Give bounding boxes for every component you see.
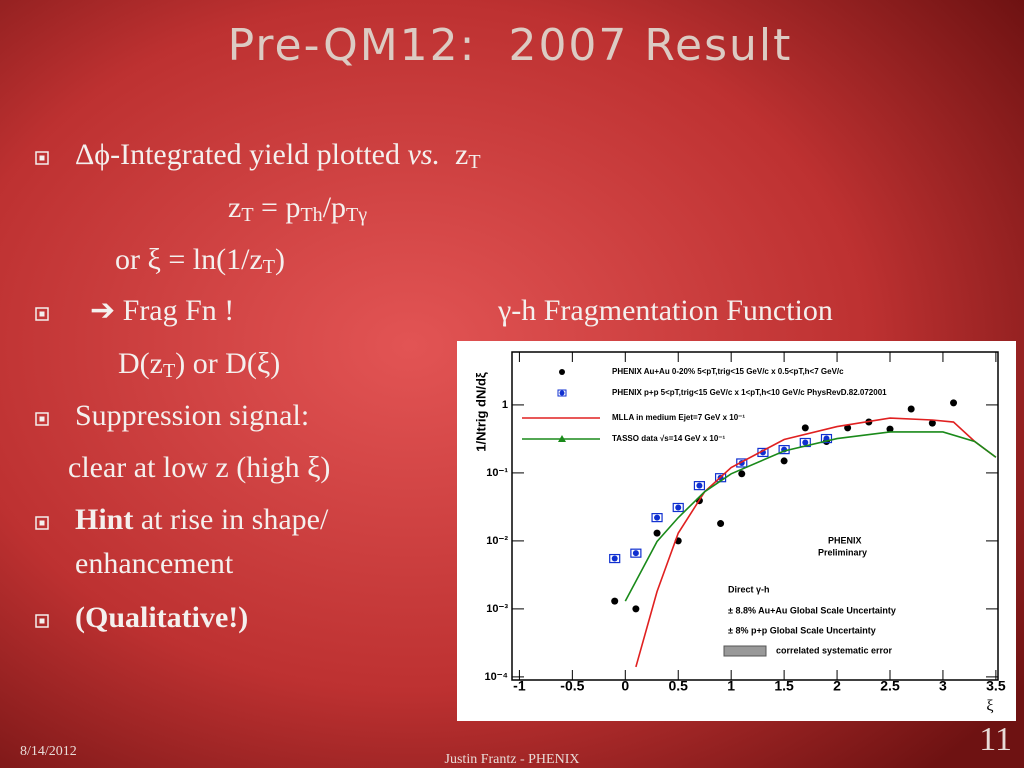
footer-date: 8/14/2012: [20, 744, 77, 759]
point: [632, 550, 639, 557]
legend-marker: [559, 369, 565, 375]
x-axis-label: ξ: [986, 698, 993, 715]
legend-marker: [557, 389, 567, 397]
legend-label: TASSO data √s=14 GeV x 10⁻¹: [612, 434, 726, 443]
x-tick-label: 0.5: [669, 678, 689, 694]
text-line: Suppression signal:: [75, 399, 309, 432]
y-tick-label: 10⁻¹: [486, 467, 508, 479]
annotation: ± 8% p+p Global Scale Uncertainty: [728, 625, 876, 635]
point: [780, 457, 788, 465]
legend-label: PHENIX p+p 5<pT,trig<15 GeV/c x 1<pT,h<1…: [612, 388, 887, 397]
point: [844, 424, 852, 432]
point-box: [630, 548, 642, 558]
point: [886, 425, 894, 433]
point: [611, 555, 618, 562]
curve: [635, 417, 997, 668]
text-line: D(zT) or D(ξ): [118, 347, 280, 382]
point: [632, 605, 640, 613]
point: [654, 514, 661, 521]
point: [675, 504, 682, 511]
text-line: Hint at rise in shape/: [75, 503, 329, 536]
y-tick-label: 1: [502, 399, 508, 411]
point: [950, 399, 958, 407]
x-tick-label: -0.5: [560, 678, 584, 694]
x-tick-label: 1.5: [774, 678, 794, 694]
point: [907, 405, 915, 413]
x-tick-label: 1: [727, 678, 735, 694]
plot-heading: γ-h Fragmentation Function: [497, 294, 833, 327]
point: [801, 424, 809, 432]
point-box: [736, 458, 748, 468]
point: [928, 419, 936, 427]
text-line: clear at low z (high ξ): [68, 451, 330, 484]
point-box: [609, 553, 621, 564]
text-line: Δϕ-Integrated yield plotted vs. zT: [75, 138, 481, 173]
annotation: ± 8.8% Au+Au Global Scale Uncertainty: [728, 605, 896, 615]
plot: -1 -0.5 0 0.5 1 1.5 2 2.5 3 3.5 10⁻⁴ 10⁻³ 10⁻² 10⁻¹ 1 1…: [457, 341, 1016, 721]
footer-author: Justin Frantz - PHENIX: [445, 752, 580, 767]
x-tick-label: -1: [513, 678, 526, 694]
point-box: [651, 513, 663, 523]
annotation: Direct γ-h: [728, 584, 770, 594]
text-line: (Qualitative!): [75, 601, 248, 634]
legend-label: MLLA in medium Ejet=7 GeV x 10⁻¹: [612, 413, 745, 422]
y-tick-label: 10⁻³: [486, 603, 508, 615]
text-line: or ξ = ln(1/zT): [115, 243, 285, 278]
x-tick-label: 3.5: [986, 678, 1006, 694]
page-number: 11: [979, 721, 1012, 758]
legend-label: PHENIX Au+Au 0-20% 5<pT,trig<15 GeV/c x …: [612, 367, 844, 376]
point-box: [672, 502, 684, 513]
slide-title: Pre-QM12: 2007 Result: [228, 20, 793, 71]
x-tick-label: 2: [833, 678, 841, 694]
point: [802, 439, 809, 446]
point-box: [757, 447, 769, 458]
legend-marker: [559, 390, 565, 396]
point: [717, 520, 725, 528]
point: [696, 482, 703, 489]
curve: [624, 431, 997, 602]
point: [611, 597, 619, 605]
systematic-error-key: [723, 645, 767, 657]
point-box: [820, 433, 833, 444]
text-line: enhancement: [75, 547, 234, 580]
annotation: PHENIX: [828, 535, 862, 545]
annotation: Preliminary: [818, 547, 867, 557]
y-tick-label: 10⁻⁴: [485, 671, 508, 683]
x-tick-label: 0: [621, 678, 629, 694]
x-tick-label: 2.5: [880, 678, 900, 694]
text-line: zT = pTh/pTγ: [228, 191, 367, 226]
y-tick-label: 10⁻²: [486, 535, 508, 547]
point: [738, 470, 746, 478]
point: [653, 529, 661, 537]
y-axis-label: 1/Ntrig dN/dξ: [473, 372, 488, 452]
plot-panel: [457, 341, 1016, 721]
text-line: ➔ Frag Fn !: [90, 294, 234, 327]
plot-frame: [511, 351, 999, 681]
legend-marker: [558, 435, 566, 442]
point-box: [693, 481, 706, 491]
x-tick-label: 3: [939, 678, 947, 694]
annotation: correlated systematic error: [776, 645, 893, 655]
